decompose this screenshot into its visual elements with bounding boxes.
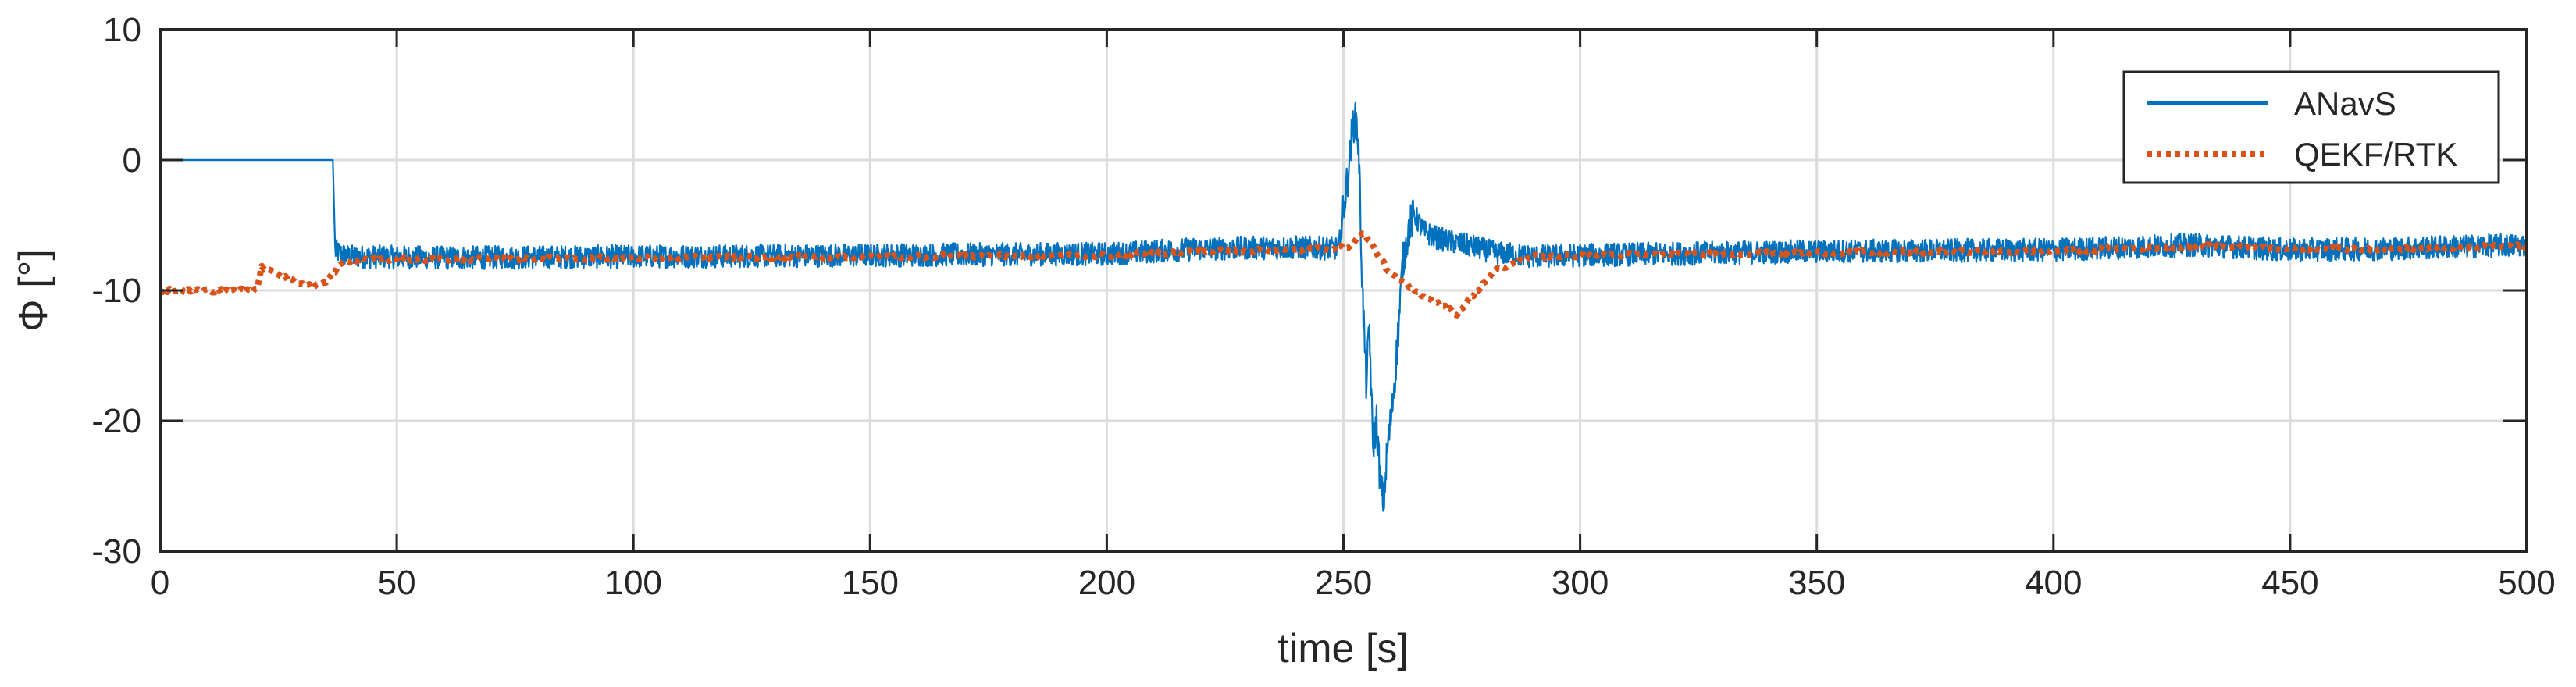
y-tick-label: 10 xyxy=(103,11,141,49)
x-tick-label: 150 xyxy=(842,564,899,602)
x-tick-label: 300 xyxy=(1552,564,1609,602)
x-tick-label: 350 xyxy=(1788,564,1845,602)
tick-labels: 0 50 100 150 200 250 300 350 400 450 500 -30 -20 -10 0… xyxy=(91,11,2555,602)
x-tick-label: 400 xyxy=(2025,564,2082,602)
x-tick-label: 200 xyxy=(1078,564,1135,602)
x-tick-label: 100 xyxy=(604,564,661,602)
legend-label-qekf-rtk: QEKF/RTK xyxy=(2294,136,2457,173)
y-tick-label: -10 xyxy=(91,272,141,310)
x-tick-label: 450 xyxy=(2261,564,2318,602)
legend-label-anavs: ANavS xyxy=(2294,85,2396,122)
series-layer xyxy=(160,101,2527,512)
y-tick-label: -30 xyxy=(91,532,141,571)
series-line-qekf-rtk xyxy=(160,230,2527,319)
y-axis-label: Φ [°] xyxy=(11,249,56,332)
ticks xyxy=(159,28,2528,553)
x-tick-label: 500 xyxy=(2498,564,2555,602)
x-tick-label: 50 xyxy=(378,564,416,602)
y-tick-label: -20 xyxy=(91,402,141,440)
x-axis-label: time [s] xyxy=(1277,626,1409,671)
y-tick-label: 0 xyxy=(123,141,141,180)
legend-box xyxy=(2122,70,2500,184)
legend: ANavS QEKF/RTK xyxy=(2122,70,2500,184)
x-tick-label: 0 xyxy=(151,564,169,602)
x-tick-label: 250 xyxy=(1315,564,1372,602)
